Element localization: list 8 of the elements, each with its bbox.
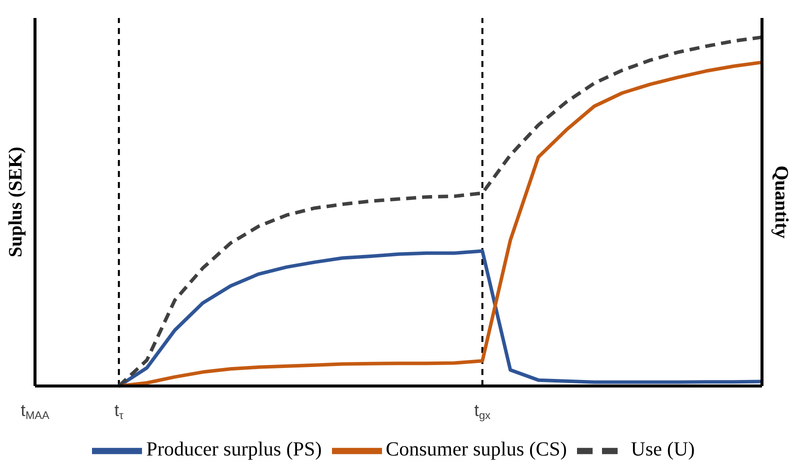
y-axis-title: Suplus (SEK): [6, 146, 27, 258]
x-tick-label: t$_{gx}$: [474, 401, 492, 422]
legend-label: Producer surplus (PS): [146, 438, 322, 461]
legend-label: Consumer suplus (CS): [386, 438, 567, 461]
legend-label: Use (U): [630, 438, 695, 461]
x-tick-label: t$_{MAA}$: [20, 401, 50, 422]
y2-axis-title: Quantity: [770, 166, 789, 239]
x-tick-label: t$_{τ}$: [114, 401, 124, 422]
